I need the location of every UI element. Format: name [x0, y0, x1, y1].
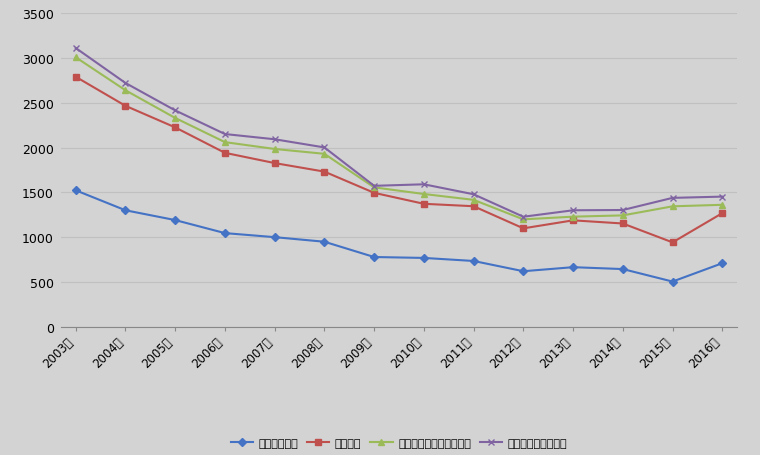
较大及以上事故死亡人数: [469, 197, 478, 203]
事故起数: [71, 75, 81, 81]
事故死亡人数: [220, 231, 230, 236]
事故起数: [320, 170, 329, 175]
较大及以上事故起数: [369, 184, 378, 189]
Line: 较大及以上事故起数: 较大及以上事故起数: [72, 46, 726, 221]
事故死亡人数: [71, 188, 81, 194]
较大及以上事故死亡人数: [220, 140, 230, 146]
事故死亡人数: [171, 218, 180, 223]
事故死亡人数: [469, 259, 478, 264]
较大及以上事故起数: [469, 192, 478, 197]
事故死亡人数: [420, 256, 429, 261]
事故起数: [270, 161, 279, 167]
事故起数: [519, 226, 528, 232]
事故死亡人数: [717, 261, 727, 266]
较大及以上事故起数: [568, 208, 578, 213]
较大及以上事故起数: [668, 196, 677, 201]
较大及以上事故起数: [320, 146, 329, 151]
较大及以上事故死亡人数: [668, 204, 677, 210]
事故起数: [668, 240, 677, 246]
事故死亡人数: [519, 269, 528, 274]
Line: 事故死亡人数: 事故死亡人数: [73, 188, 725, 285]
事故死亡人数: [618, 267, 627, 272]
较大及以上事故死亡人数: [717, 202, 727, 208]
事故起数: [121, 104, 130, 109]
较大及以上事故死亡人数: [71, 56, 81, 61]
事故死亡人数: [320, 239, 329, 245]
较大及以上事故死亡人数: [270, 147, 279, 152]
较大及以上事故起数: [220, 132, 230, 137]
事故死亡人数: [369, 255, 378, 260]
事故起数: [420, 202, 429, 207]
Line: 事故起数: 事故起数: [73, 75, 725, 246]
事故起数: [469, 204, 478, 209]
事故起数: [717, 211, 727, 217]
Legend: 事故死亡人数, 事故起数, 较大及以上事故死亡人数, 较大及以上事故起数: 事故死亡人数, 事故起数, 较大及以上事故死亡人数, 较大及以上事故起数: [226, 434, 572, 452]
事故起数: [369, 191, 378, 196]
较大及以上事故起数: [420, 182, 429, 187]
较大及以上事故死亡人数: [618, 213, 627, 219]
较大及以上事故死亡人数: [519, 217, 528, 222]
Line: 较大及以上事故死亡人数: 较大及以上事故死亡人数: [73, 56, 725, 222]
较大及以上事故起数: [71, 46, 81, 51]
较大及以上事故起数: [717, 194, 727, 200]
事故起数: [220, 151, 230, 156]
事故死亡人数: [668, 279, 677, 285]
较大及以上事故起数: [519, 215, 528, 220]
事故死亡人数: [121, 208, 130, 213]
较大及以上事故死亡人数: [320, 152, 329, 157]
较大及以上事故起数: [270, 137, 279, 143]
较大及以上事故死亡人数: [121, 88, 130, 94]
事故起数: [568, 218, 578, 223]
较大及以上事故死亡人数: [369, 185, 378, 191]
较大及以上事故死亡人数: [171, 116, 180, 121]
较大及以上事故死亡人数: [568, 214, 578, 220]
较大及以上事故起数: [618, 208, 627, 213]
事故起数: [618, 221, 627, 227]
较大及以上事故起数: [171, 108, 180, 114]
事故起数: [171, 126, 180, 131]
事故死亡人数: [568, 265, 578, 270]
事故死亡人数: [270, 235, 279, 240]
较大及以上事故死亡人数: [420, 192, 429, 197]
较大及以上事故起数: [121, 81, 130, 86]
